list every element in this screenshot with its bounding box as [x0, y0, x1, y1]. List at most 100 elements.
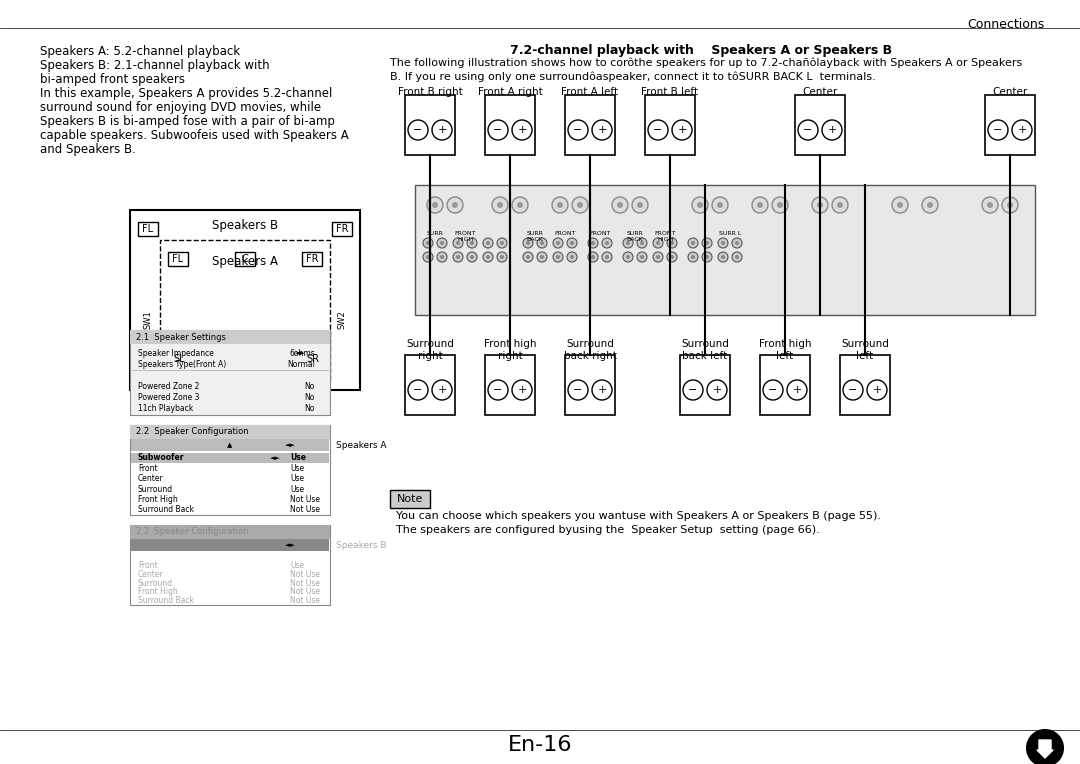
Text: −: − [688, 385, 698, 395]
Circle shape [617, 202, 623, 208]
Circle shape [497, 238, 507, 248]
Text: −: − [804, 125, 812, 135]
Text: FRONT: FRONT [554, 231, 576, 236]
Bar [131, 439, 329, 451]
Circle shape [591, 255, 595, 259]
Circle shape [570, 255, 573, 259]
Circle shape [517, 202, 523, 208]
Circle shape [705, 241, 708, 245]
Circle shape [637, 238, 647, 248]
Circle shape [822, 120, 842, 140]
Circle shape [588, 252, 598, 262]
Text: Speakers B: Speakers B [336, 540, 387, 549]
Text: FRONT
HIGH: FRONT HIGH [455, 231, 476, 241]
Polygon shape [1037, 740, 1053, 758]
Text: Surround
back right: Surround back right [564, 339, 617, 361]
Text: Not Use: Not Use [291, 588, 320, 596]
Text: −: − [414, 385, 422, 395]
Text: −: − [573, 385, 583, 395]
Text: +: + [713, 385, 721, 395]
Text: −: − [848, 385, 858, 395]
Text: B. If you re using only one surroundôaspeaker, connect it to tôSURR BACK L  term: B. If you re using only one surroundôasp… [390, 72, 876, 83]
Text: FL: FL [143, 224, 153, 234]
Text: +: + [677, 125, 687, 135]
Circle shape [653, 238, 663, 248]
Text: SURR
BACK: SURR BACK [626, 231, 644, 241]
Text: bi-amped front speakers: bi-amped front speakers [40, 73, 185, 86]
Text: FR: FR [306, 254, 319, 264]
Text: −: − [573, 125, 583, 135]
Circle shape [440, 241, 444, 245]
Circle shape [572, 197, 588, 213]
Circle shape [707, 380, 727, 400]
Text: Front A right: Front A right [477, 87, 542, 97]
Circle shape [812, 197, 828, 213]
Text: Center: Center [138, 474, 164, 483]
Bar [680, 355, 730, 415]
Circle shape [486, 255, 490, 259]
Circle shape [456, 241, 460, 245]
Circle shape [612, 197, 627, 213]
Text: +: + [437, 125, 447, 135]
Text: Powered Zone 2: Powered Zone 2 [138, 382, 200, 391]
Bar [485, 355, 535, 415]
Circle shape [408, 380, 428, 400]
Text: 11ch Playback: 11ch Playback [138, 404, 193, 413]
Circle shape [712, 197, 728, 213]
Circle shape [492, 197, 508, 213]
Circle shape [892, 197, 908, 213]
Text: Speakers Type(Front A): Speakers Type(Front A) [138, 360, 226, 369]
Text: Note: Note [396, 494, 423, 504]
Circle shape [577, 202, 583, 208]
Circle shape [588, 238, 598, 248]
Circle shape [568, 120, 588, 140]
Text: −: − [994, 125, 1002, 135]
Text: Powered Zone 3: Powered Zone 3 [138, 393, 200, 402]
Text: Not Use: Not Use [291, 505, 320, 514]
Circle shape [488, 120, 508, 140]
Text: Use: Use [291, 484, 305, 494]
Text: SW1: SW1 [144, 311, 152, 329]
Circle shape [798, 120, 818, 140]
Bar [565, 95, 615, 155]
Text: +: + [1017, 125, 1027, 135]
Text: No: No [305, 404, 315, 413]
Text: Speakers B: Speakers B [212, 219, 278, 232]
Text: +: + [827, 125, 837, 135]
Circle shape [488, 380, 508, 400]
Circle shape [718, 252, 728, 262]
Circle shape [762, 380, 783, 400]
Circle shape [656, 241, 660, 245]
Bar [130, 210, 360, 390]
Circle shape [640, 255, 644, 259]
Bar [131, 539, 329, 551]
Text: Front: Front [138, 464, 158, 473]
Text: Speakers A: Speakers A [212, 255, 278, 268]
Circle shape [432, 120, 453, 140]
Circle shape [702, 238, 712, 248]
Circle shape [440, 255, 444, 259]
Circle shape [732, 238, 742, 248]
Circle shape [537, 238, 546, 248]
Circle shape [982, 197, 998, 213]
Text: Subwoofer: Subwoofer [138, 454, 185, 462]
Text: surround sound for enjoying DVD movies, while: surround sound for enjoying DVD movies, … [40, 101, 321, 114]
Circle shape [483, 238, 492, 248]
Bar [390, 490, 430, 508]
Text: Center: Center [138, 570, 164, 579]
Bar [130, 330, 330, 344]
Circle shape [626, 255, 630, 259]
Circle shape [721, 241, 725, 245]
Bar [485, 95, 535, 155]
Circle shape [648, 120, 669, 140]
Text: No: No [305, 382, 315, 391]
Bar [405, 95, 455, 155]
Circle shape [697, 202, 703, 208]
Text: No: No [305, 393, 315, 402]
Bar [840, 355, 890, 415]
Text: Surround
right: Surround right [406, 339, 454, 361]
Text: Front A left: Front A left [562, 87, 619, 97]
Circle shape [637, 202, 643, 208]
Bar [795, 95, 845, 155]
Text: −: − [494, 125, 502, 135]
